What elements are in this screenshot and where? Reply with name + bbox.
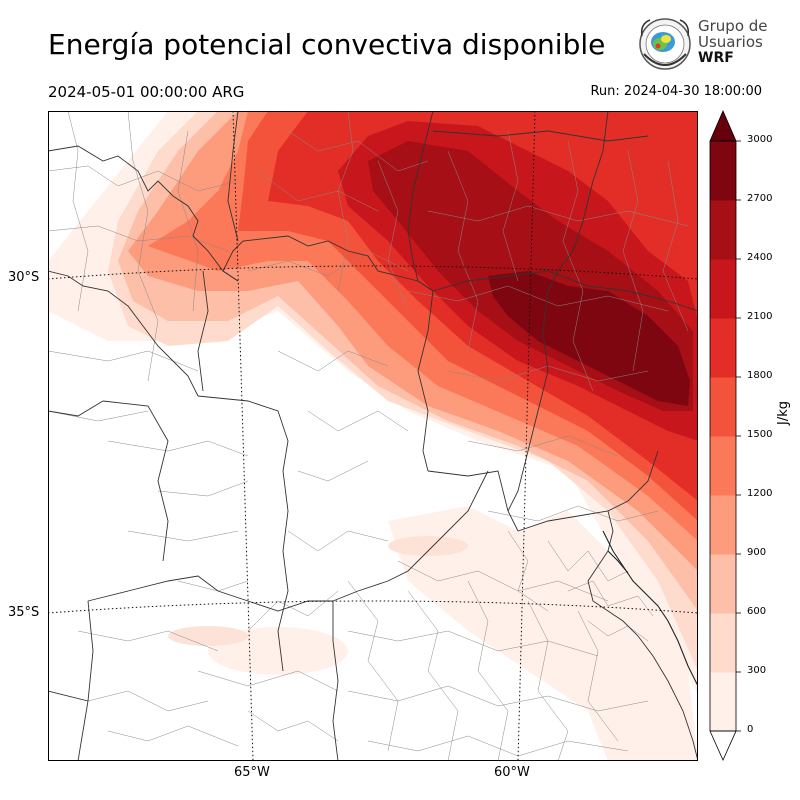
coastline <box>602 530 698 687</box>
colorbar-segment <box>710 436 736 496</box>
colorbar-segment <box>710 141 736 201</box>
colorbar-segment <box>710 259 736 319</box>
cape-level-2700-3000 <box>488 271 690 406</box>
cape-field <box>48 111 698 761</box>
colorbar-unit: J/kg <box>776 401 791 425</box>
colorbar-bottom-arrow <box>709 730 737 761</box>
graticule-lat-35s <box>48 600 698 614</box>
colorbar-tick-label: 0 <box>747 724 754 735</box>
cape-map <box>48 111 698 761</box>
colorbar-segment <box>710 377 736 437</box>
wrf-group-seal-icon <box>639 18 691 70</box>
colorbar-segment <box>710 495 736 555</box>
district-boundaries <box>48 111 689 761</box>
map-title: Energía potencial convectiva disponible <box>48 28 606 61</box>
colorbar-tick-label: 2700 <box>747 193 773 204</box>
graticule <box>48 111 698 761</box>
colorbar-tick-label: 1200 <box>747 488 773 499</box>
province-boundaries <box>48 111 698 761</box>
colorbar-tick-label: 2100 <box>747 311 773 322</box>
lat-label-35s: 35°S <box>8 605 40 620</box>
graticule-lon-60w <box>517 111 536 761</box>
colorbar-segment <box>710 318 736 378</box>
map-frame <box>48 111 698 761</box>
wrf-logo: Grupo de Usuarios WRF <box>636 14 768 74</box>
lon-label-60w: 60°W <box>494 765 530 780</box>
colorbar-tick-label: 900 <box>747 547 767 558</box>
lat-label-30s: 30°S <box>8 270 40 285</box>
colorbar-extend-arrow <box>709 110 737 142</box>
colorbar-tick-label: 3000 <box>747 134 773 145</box>
logo-line3: WRF <box>698 50 734 66</box>
cape-level-0-300-south <box>388 506 698 761</box>
colorbar-tick-label: 300 <box>747 665 767 676</box>
colorbar <box>709 110 741 761</box>
colorbar-segments <box>710 141 736 732</box>
logo-line2: Usuarios <box>698 33 763 51</box>
cape-patch-southwest <box>168 626 248 646</box>
colorbar-segment <box>710 672 736 732</box>
colorbar-segment <box>710 613 736 673</box>
colorbar-segment <box>710 200 736 260</box>
graticule-lat-30s <box>48 265 698 280</box>
colorbar-segment <box>710 554 736 614</box>
graticule-lon-65w <box>232 111 254 761</box>
colorbar-tick-label: 1800 <box>747 370 773 381</box>
lon-label-65w: 65°W <box>234 765 270 780</box>
colorbar-tick-label: 1500 <box>747 429 773 440</box>
valid-time: 2024-05-01 00:00:00 ARG <box>48 83 245 101</box>
colorbar-tickmarks <box>709 140 741 732</box>
colorbar-tick-label: 2400 <box>747 252 773 263</box>
colorbar-tick-label: 600 <box>747 606 767 617</box>
logo-line1: Grupo de <box>698 17 768 35</box>
cape-patch-mid <box>388 536 468 556</box>
run-time: Run: 2024-04-30 18:00:00 <box>590 84 762 99</box>
